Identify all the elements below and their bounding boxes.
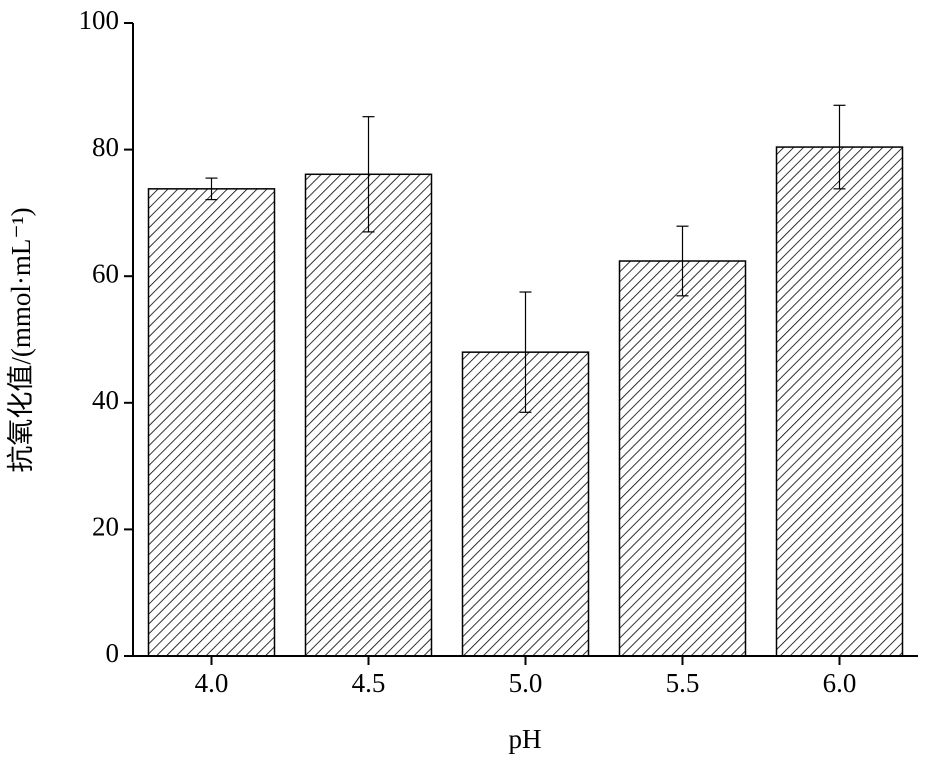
y-tick-label: 40 bbox=[92, 385, 119, 415]
x-axis-label: pH bbox=[509, 724, 542, 754]
x-tick-label: 4.0 bbox=[195, 668, 229, 698]
x-tick-label: 5.0 bbox=[509, 668, 543, 698]
error-bar bbox=[676, 225, 689, 297]
y-tick-label: 0 bbox=[106, 638, 120, 668]
error-bar bbox=[362, 116, 375, 233]
y-tick-label: 20 bbox=[92, 512, 119, 542]
x-tick-label: 4.5 bbox=[352, 668, 386, 698]
bar bbox=[618, 260, 747, 657]
bar bbox=[775, 146, 904, 657]
y-tick-label: 80 bbox=[92, 132, 119, 162]
y-tick-label: 100 bbox=[79, 5, 120, 35]
error-bar bbox=[205, 177, 218, 201]
x-tick-label: 6.0 bbox=[823, 668, 857, 698]
x-tick-label: 5.5 bbox=[666, 668, 700, 698]
bar bbox=[147, 188, 276, 657]
y-axis-label: 抗氧化值/(mmol·mL⁻¹) bbox=[6, 207, 36, 472]
y-tick-label: 60 bbox=[92, 258, 119, 288]
bar bbox=[304, 173, 433, 657]
error-bar bbox=[833, 104, 846, 190]
error-bar bbox=[519, 291, 532, 413]
